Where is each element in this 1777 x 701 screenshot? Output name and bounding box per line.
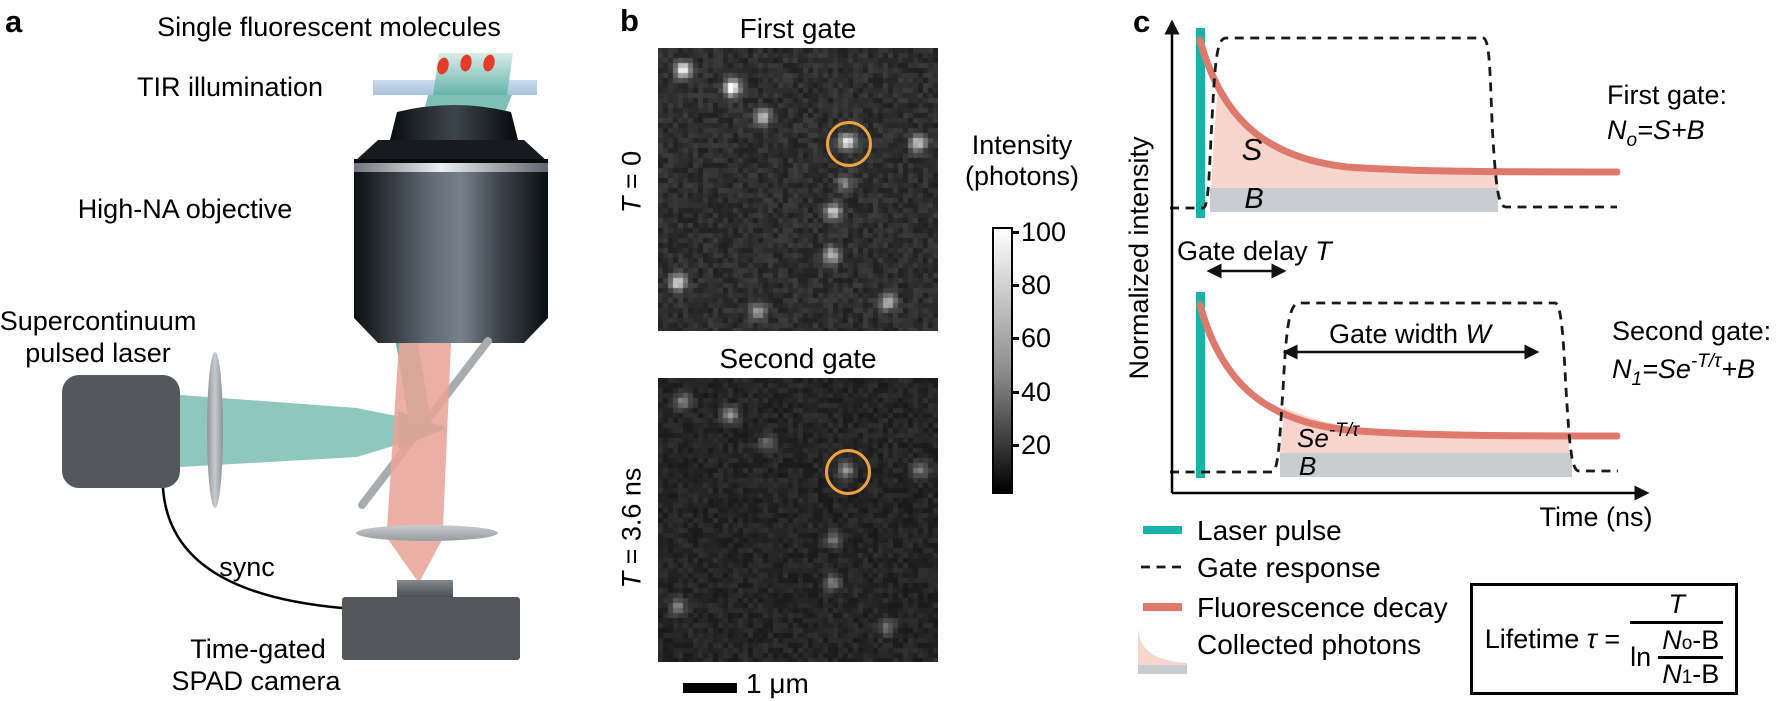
scale-bar-label: 1 μm (746, 668, 809, 699)
camera-nub (397, 580, 453, 598)
first-gate-annotation-eq: No=S+B (1607, 115, 1705, 151)
highlight-circle-second (825, 449, 871, 495)
highlight-circle-first (826, 121, 872, 167)
first-gate-time-label: T = 0 (616, 150, 647, 214)
signal-area-first (1211, 90, 1498, 188)
first-gate-image (658, 48, 938, 331)
gate-width-label: Gate width W (1329, 319, 1494, 349)
legend-label-collected-photons: Collected photons (1197, 629, 1421, 660)
objective-silver-ring (354, 163, 548, 172)
colorbar-tick (1013, 444, 1019, 447)
colorbar-tick-label: 100 (1021, 217, 1067, 247)
background-band-first (1210, 188, 1498, 212)
fluorescent-molecules (437, 54, 495, 75)
colorbar-tick-label: 60 (1021, 323, 1052, 353)
objective-label: High-NA objective (78, 194, 293, 224)
tir-label: TIR illumination (137, 72, 323, 102)
colorbar-gradient (992, 227, 1013, 494)
colorbar-tick (1013, 284, 1019, 287)
second-gate-time-label: T = 3.6 ns (616, 467, 647, 589)
scale-bar (683, 683, 737, 693)
se-decay-label: Se-T/τ (1297, 420, 1361, 453)
objective-body (354, 172, 548, 343)
camera-label-line1: Time-gated (190, 634, 326, 664)
collimating-lens (207, 352, 223, 508)
camera-label-line2: SPAD camera (171, 666, 341, 696)
emission-beam-focus (387, 538, 443, 583)
tube-lens (356, 525, 498, 541)
second-gate-annotation-title: Second gate: (1612, 316, 1771, 346)
laser-pulse-second (1196, 292, 1205, 478)
colorbar-tick-label: 40 (1021, 377, 1052, 407)
colorbar-title: Intensity (photons) (964, 130, 1080, 191)
legend: Laser pulse Gate response Fluorescence d… (1138, 515, 1448, 674)
panel-c-label: c (1133, 4, 1150, 39)
first-gate-annotation-title: First gate: (1607, 80, 1727, 110)
panel-b-label: b (620, 3, 639, 38)
objective-groove (354, 159, 548, 163)
colorbar-tick-label: 80 (1021, 270, 1052, 300)
background-band-second (1280, 453, 1572, 477)
y-axis-label: Normalized intensity (1124, 136, 1154, 380)
x-axis-label: Time (ns) (1540, 502, 1653, 532)
objective-shoulder (354, 140, 548, 162)
objective-nose (390, 105, 518, 140)
spad-camera (342, 597, 520, 660)
panel-a-label: a (5, 4, 23, 39)
gate-response-second (1170, 301, 1618, 474)
legend-label-fluorescence-decay: Fluorescence decay (1197, 592, 1448, 623)
second-gate-title: Second gate (719, 343, 877, 374)
molecule-icon (483, 54, 495, 72)
laser-label-line2: pulsed laser (25, 338, 171, 368)
equation-lhs: Lifetime τ = (1484, 623, 1621, 654)
molecule-icon (460, 54, 472, 72)
panel-c: c Normalized intensity Time (ns) S B Gat… (1124, 4, 1771, 674)
decay-curve-first (1196, 36, 1621, 176)
molecules-label: Single fluorescent molecules (157, 12, 501, 42)
first-gate-title: First gate (739, 13, 857, 44)
second-gate-image (658, 378, 938, 662)
laser-pulse-first (1196, 28, 1205, 218)
background2-label: B (1299, 451, 1316, 481)
sync-label: sync (219, 552, 275, 582)
sync-cable (161, 487, 343, 610)
gate-delay-label: Gate delay T (1177, 236, 1334, 266)
emission-beam (387, 343, 451, 528)
legend-label-laser-pulse: Laser pulse (1197, 515, 1342, 546)
objective (354, 105, 548, 343)
laser-label-line1: Supercontinuum (0, 306, 196, 336)
colorbar-tick (1013, 231, 1019, 234)
molecule-icon (437, 57, 449, 75)
background-label: B (1244, 183, 1263, 215)
colorbar-tick (1013, 391, 1019, 394)
signal-label: S (1242, 132, 1263, 167)
second-gate-annotation-eq: N1=Se-T/τ+B (1612, 351, 1755, 390)
laser-box (62, 375, 180, 488)
panel-a: a Single fluorescent molecules TIR illum… (0, 4, 548, 696)
legend-swatch-collected-photons (1138, 628, 1187, 674)
excitation-beam (180, 395, 445, 467)
legend-label-gate-response: Gate response (1197, 552, 1381, 583)
colorbar-tick (1013, 337, 1019, 340)
colorbar-tick-label: 20 (1021, 430, 1052, 460)
signal-area-second (1280, 407, 1569, 453)
decay-curve-second (1196, 301, 1621, 440)
